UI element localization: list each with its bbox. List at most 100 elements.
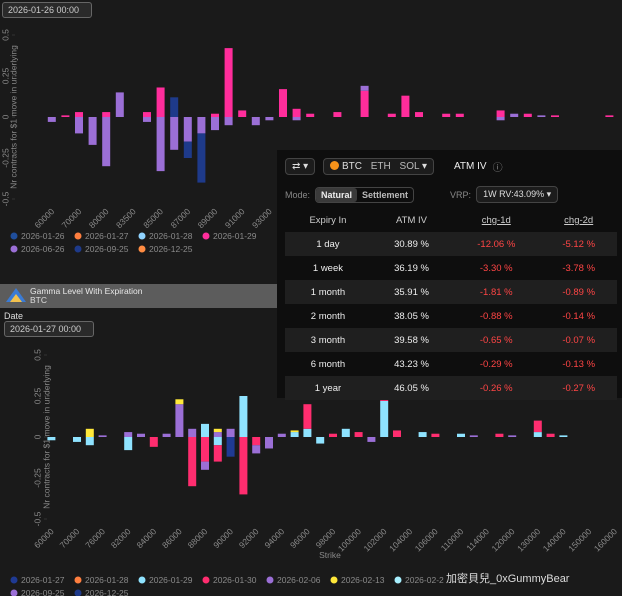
menu-button[interactable]: ⇄ ▾ <box>285 158 316 175</box>
bar-segment <box>387 113 396 117</box>
bar-segment <box>183 141 192 158</box>
bar-segment <box>213 432 222 437</box>
y-tick-label: -0.5 <box>32 511 42 526</box>
x-tick-label: 89000 <box>196 206 220 230</box>
x-tick-label: 60000 <box>32 526 56 550</box>
x-tick-label: 114000 <box>464 526 491 553</box>
x-tick-label: 70000 <box>60 206 84 230</box>
bar-segment <box>533 432 542 437</box>
bar-segment <box>523 113 532 117</box>
bar-segment <box>188 437 197 487</box>
table-header: Expiry In ATM IV chg-1d chg-2d <box>285 208 617 232</box>
bar-segment <box>224 48 233 118</box>
logo <box>6 288 26 302</box>
bar-segment <box>88 117 97 145</box>
table-row: 1 year 46.05 % -0.26 % -0.27 % <box>285 376 617 400</box>
x-tick-label: 85000 <box>141 206 165 230</box>
bar-segment <box>102 117 111 167</box>
bar-segment <box>496 110 505 117</box>
asset[interactable]: BTC <box>341 161 362 172</box>
asset-select[interactable]: BTC ETH SOL ▾ <box>323 158 434 175</box>
bar-segment <box>292 117 301 121</box>
y-tick-label: 0 <box>0 114 10 119</box>
bar-segment <box>559 435 568 437</box>
y-tick-label: -0.25 <box>32 468 42 488</box>
legend-marker <box>202 232 210 240</box>
legend-label: 2026-01-27 <box>85 231 129 241</box>
table-row: 1 month 35.91 % -1.81 % -0.89 % <box>285 280 617 304</box>
x-tick-label: 84000 <box>134 526 158 550</box>
bar-segment <box>341 428 350 437</box>
legend-marker <box>394 576 402 584</box>
table-cell: 6 month <box>310 358 346 370</box>
bar-segment <box>316 437 325 444</box>
bar-segment <box>329 433 337 437</box>
section-subtitle: BTC <box>30 295 47 305</box>
legend-label: 2026-02-2 <box>405 575 444 585</box>
legend-marker <box>138 576 146 584</box>
bar-segment <box>226 428 235 437</box>
table-cell: 38.05 % <box>394 310 429 322</box>
bar-segment <box>265 117 274 121</box>
x-tick-label: 98000 <box>314 526 338 550</box>
info-icon[interactable]: ⓘ <box>492 163 503 174</box>
table-row: 6 month 43.23 % -0.29 % -0.13 % <box>285 352 617 376</box>
legend-label: 2026-02-13 <box>341 575 385 585</box>
table-cell: 1 year <box>285 376 371 400</box>
bar-segment <box>143 117 151 122</box>
legend-marker <box>330 576 338 584</box>
bar-segment <box>201 461 209 470</box>
table-cell: 46.05 % <box>370 376 453 400</box>
x-tick-label: 110000 <box>439 526 466 553</box>
legend-marker <box>74 589 82 596</box>
bar-segment <box>546 433 555 437</box>
asset[interactable]: SOL <box>399 161 420 172</box>
column-header: Expiry In <box>309 214 347 226</box>
table-cell: 35.91 % <box>370 280 453 304</box>
date-input[interactable]: 2026-01-26 00:00 <box>2 2 92 18</box>
table-cell: -5.12 % <box>540 232 617 256</box>
bar-segment <box>98 435 107 437</box>
bar-segment <box>442 113 451 117</box>
legend-label: 2026-12-25 <box>149 244 193 254</box>
bar-segment <box>73 437 81 442</box>
table-cell: -3.30 % <box>479 262 513 274</box>
legend-marker <box>74 576 82 584</box>
bar-segment <box>333 112 342 117</box>
bar-segment <box>197 133 206 183</box>
asset[interactable]: ETH <box>370 161 391 172</box>
legend-label: 2026-01-28 <box>149 231 193 241</box>
date-label: Date <box>4 311 24 321</box>
bar-segment <box>149 437 158 447</box>
bar-segment <box>533 420 542 433</box>
mode-option[interactable]: Natural <box>316 187 358 202</box>
bar-segment <box>303 428 312 437</box>
bar-segment <box>431 433 440 437</box>
toolbar: ⇄ ▾ BTC ETH SOL ▾ ATM IV ⓘ <box>285 158 503 175</box>
mode-option[interactable]: Settlement <box>362 189 409 200</box>
bar-segment <box>290 430 299 433</box>
table-cell: -3.78 % <box>562 262 596 274</box>
vrp-value: 1W RV:43.09% <box>483 189 545 199</box>
legend-marker <box>138 245 146 253</box>
legend-marker <box>10 576 18 584</box>
bar-segment <box>605 115 614 117</box>
bar-segment <box>239 396 248 437</box>
vrp-select[interactable]: 1W RV:43.09% ▾ <box>476 186 559 203</box>
x-tick-label: 80000 <box>87 206 111 230</box>
column-header: chg-2d <box>564 214 594 226</box>
date-input[interactable]: 2026-01-27 00:00 <box>4 321 94 337</box>
bar-segment <box>197 117 206 134</box>
iv-table: Expiry In ATM IV chg-1d chg-2d 1 day 30.89 % -… <box>285 208 617 400</box>
legend-label: 2026-01-28 <box>85 575 129 585</box>
bar-segment <box>457 433 465 437</box>
legend-label: 2026-01-29 <box>149 575 193 585</box>
x-tick-label: 120000 <box>489 526 516 553</box>
bar-segment <box>61 115 70 117</box>
x-tick-label: 130000 <box>515 526 542 553</box>
bar-segment <box>418 432 427 437</box>
legend-marker <box>10 232 18 240</box>
bar-segment <box>238 110 247 117</box>
legend-marker <box>74 245 82 253</box>
